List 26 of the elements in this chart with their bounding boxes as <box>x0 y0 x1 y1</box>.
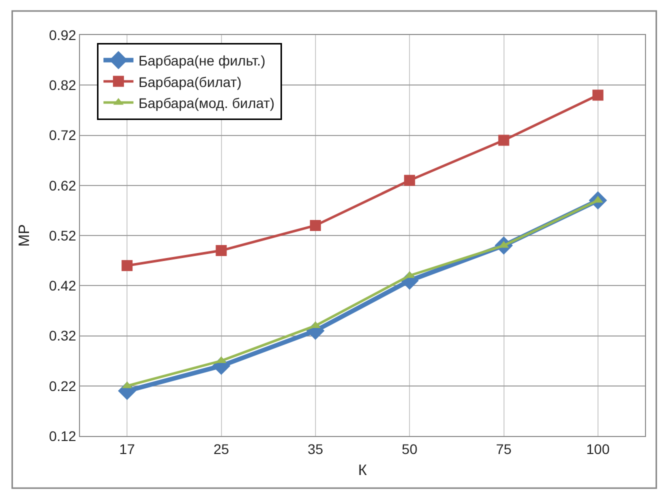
legend-label: Барбара(не фильт.) <box>138 52 266 69</box>
y-tick-label: 0.12 <box>48 428 76 444</box>
legend-label: Барбара(мод. билат) <box>138 94 275 111</box>
y-tick-label: 0.32 <box>48 328 76 344</box>
y-axis-title: МР <box>16 224 34 247</box>
point <box>310 220 321 231</box>
point <box>592 90 604 101</box>
point <box>404 174 416 186</box>
y-tick-label: 0.22 <box>48 378 76 394</box>
y-tick-label: 0.72 <box>48 127 76 144</box>
y-tick-label: 0.62 <box>48 177 76 194</box>
x-tick-label: 100 <box>586 440 610 457</box>
point <box>122 260 133 272</box>
y-tick-label: 0.92 <box>48 26 76 43</box>
legend-label: Барбара(билат) <box>138 74 242 90</box>
x-tick-label: 75 <box>496 440 512 457</box>
x-axis-title: К <box>358 462 368 479</box>
x-tick-label: 25 <box>213 440 230 457</box>
y-tick-label: 0.52 <box>48 227 76 244</box>
x-tick-label: 17 <box>119 440 136 457</box>
x-tick-label: 35 <box>308 440 324 457</box>
point <box>498 134 510 146</box>
y-tick-label: 0.82 <box>48 77 76 94</box>
point <box>216 245 227 256</box>
x-tick-label: 50 <box>402 440 418 457</box>
y-tick-label: 0.42 <box>48 278 76 294</box>
